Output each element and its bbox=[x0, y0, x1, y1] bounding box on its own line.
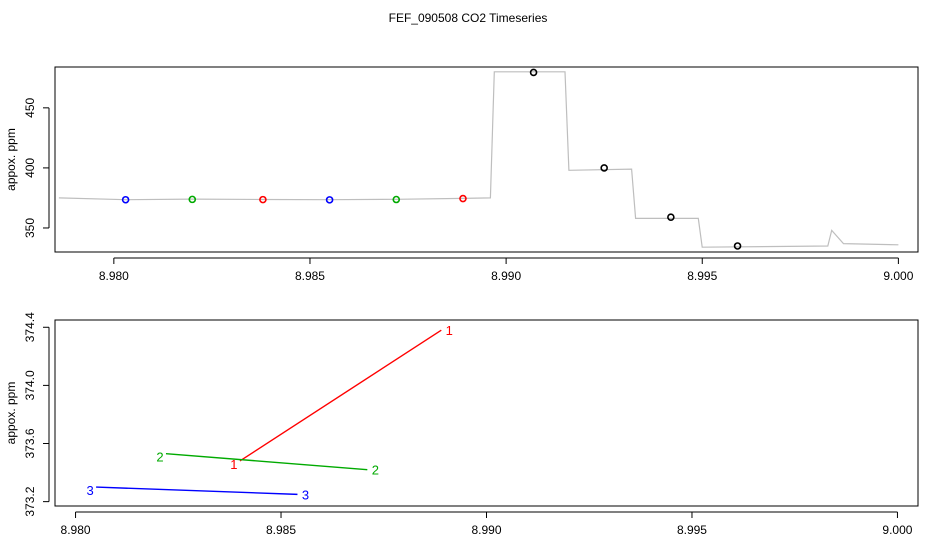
segment-end-label: 1 bbox=[446, 323, 453, 338]
data-point bbox=[667, 213, 675, 221]
data-point bbox=[733, 242, 742, 250]
y-tick-label: 350 bbox=[23, 218, 37, 238]
data-point bbox=[259, 195, 267, 204]
timeseries-panel: 8.980 8.985 8.990 8.995 9.000 350 400 450 appox.… bbox=[4, 66, 919, 283]
segment-start-label: 2 bbox=[156, 450, 163, 465]
y-tick-label: 400 bbox=[23, 158, 37, 178]
segment-line-3 bbox=[96, 486, 298, 496]
x-tick-label: 9.000 bbox=[882, 523, 912, 537]
x-tick-label: 8.990 bbox=[471, 523, 501, 537]
data-point bbox=[325, 196, 334, 204]
data-point bbox=[600, 164, 608, 172]
y-axis-label: appox. ppm bbox=[4, 128, 18, 191]
x-tick-label: 8.990 bbox=[491, 269, 521, 283]
segment-line-2 bbox=[165, 452, 368, 471]
y-tick-label: 373.2 bbox=[23, 486, 37, 516]
data-point bbox=[188, 195, 197, 204]
plot-frame bbox=[54, 66, 919, 253]
y-tick-label: 374.4 bbox=[23, 312, 37, 342]
x-tick-label: 8.980 bbox=[99, 269, 129, 283]
x-tick-label: 8.985 bbox=[295, 269, 325, 283]
y-tick-label: 373.6 bbox=[23, 428, 37, 458]
x-tick-label: 8.995 bbox=[677, 523, 707, 537]
chart-title: FEF_090508 CO2 Timeseries bbox=[389, 11, 548, 25]
data-point bbox=[392, 195, 401, 204]
y-tick-label: 374.0 bbox=[23, 370, 37, 400]
segments-panel: 8.980 8.985 8.990 8.995 9.000 373.2 373.6 374.0… bbox=[4, 312, 919, 537]
segment-end-label: 2 bbox=[372, 463, 379, 478]
segment-end-label: 3 bbox=[302, 487, 309, 502]
segment-start-label: 1 bbox=[230, 457, 237, 472]
data-point bbox=[121, 195, 130, 204]
x-tick-label: 9.000 bbox=[883, 269, 913, 283]
x-tick-label: 8.995 bbox=[687, 269, 717, 283]
y-axis-label: appox. ppm bbox=[4, 382, 18, 445]
data-point bbox=[529, 68, 538, 77]
segment-start-label: 3 bbox=[86, 483, 93, 498]
plot-frame bbox=[54, 319, 919, 507]
x-tick-label: 8.985 bbox=[266, 523, 296, 537]
x-tick-label: 8.980 bbox=[61, 523, 91, 537]
segment-line-1 bbox=[239, 329, 442, 462]
y-tick-label: 450 bbox=[23, 98, 37, 118]
data-point bbox=[459, 194, 467, 203]
co2-trace-line bbox=[58, 71, 899, 248]
